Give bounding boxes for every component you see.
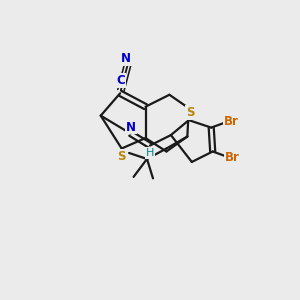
Text: S: S (186, 106, 194, 119)
Text: S: S (117, 150, 125, 164)
Text: N: N (121, 52, 131, 65)
Text: Br: Br (225, 151, 240, 164)
Text: H: H (146, 148, 154, 158)
Text: N: N (126, 121, 136, 134)
Text: Br: Br (224, 115, 239, 128)
Text: C: C (116, 74, 125, 87)
